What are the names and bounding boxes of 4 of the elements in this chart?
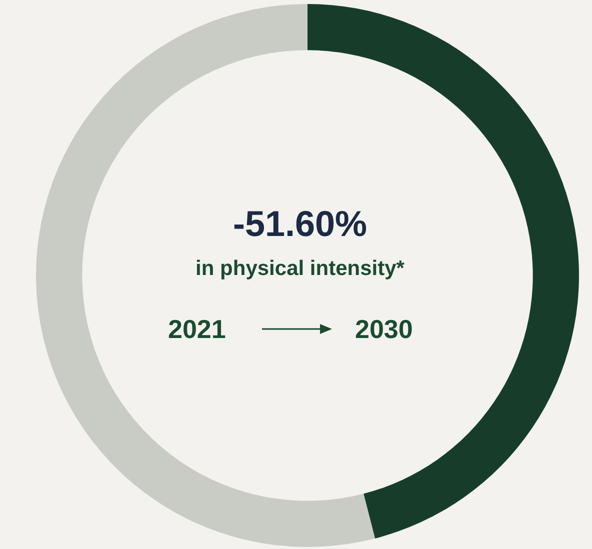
text: 2021 (168, 314, 226, 345)
text: -51.60% (232, 203, 368, 245)
text: in physical intensity* (194, 257, 406, 281)
text: 2030 (355, 314, 413, 345)
